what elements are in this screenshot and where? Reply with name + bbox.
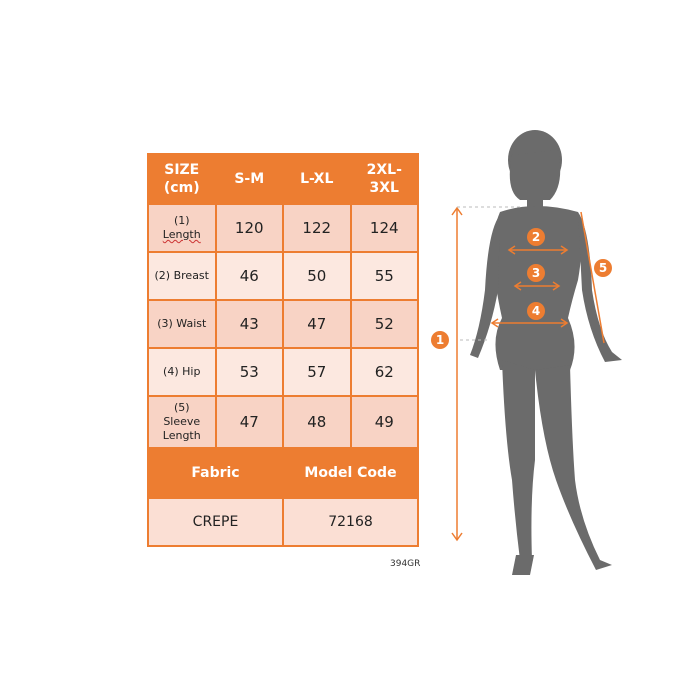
row-label: (3) Waist <box>147 299 217 349</box>
table-row: (1) Length 120 122 124 <box>147 203 419 253</box>
cell: 57 <box>282 347 352 397</box>
table-row: (2) Breast 46 50 55 <box>147 251 419 301</box>
marker-1-icon <box>431 331 449 349</box>
cell: 120 <box>214 203 284 253</box>
header-l-xl: L-XL <box>282 153 352 205</box>
table-row: (4) Hip 53 57 62 <box>147 347 419 397</box>
marker-1-label: 1 <box>436 333 444 347</box>
header-size: SIZE (cm) <box>147 153 217 205</box>
marker-2-icon <box>527 228 545 246</box>
marker-4-icon <box>527 302 545 320</box>
table-row: (3) Waist 43 47 52 <box>147 299 419 349</box>
cell: 43 <box>214 299 284 349</box>
row-label: (2) Breast <box>147 251 217 301</box>
cell: 46 <box>214 251 284 301</box>
header-2xl-3xl: 2XL-3XL <box>349 153 419 205</box>
cell: 47 <box>214 395 284 449</box>
row-label: (1) Length <box>147 203 217 253</box>
marker-badges <box>431 228 612 349</box>
marker-3-label: 3 <box>532 266 540 280</box>
cell: 124 <box>349 203 419 253</box>
cell: 49 <box>349 395 419 449</box>
marker-3-icon <box>527 264 545 282</box>
row-label: (4) Hip <box>147 347 217 397</box>
cell: 55 <box>349 251 419 301</box>
cell: 122 <box>282 203 352 253</box>
model-code-value: 72168 <box>282 497 419 547</box>
guide-lines <box>457 206 520 341</box>
fabric-header: Fabric <box>147 447 284 499</box>
marker-5-label: 5 <box>599 261 607 275</box>
cell: 52 <box>349 299 419 349</box>
cell: 53 <box>214 347 284 397</box>
marker-5-icon <box>594 259 612 277</box>
measurement-lines <box>451 206 605 542</box>
cell: 50 <box>282 251 352 301</box>
cell: 47 <box>282 299 352 349</box>
marker-2-label: 2 <box>532 230 540 244</box>
row-label: (5) Sleeve Length <box>147 395 217 449</box>
fabric-value: CREPE <box>147 497 284 547</box>
silhouette <box>470 130 622 575</box>
table-row: (5) Sleeve Length 47 48 49 <box>147 395 419 449</box>
cell: 48 <box>282 395 352 449</box>
marker-4-label: 4 <box>532 304 540 318</box>
header-s-m: S-M <box>214 153 284 205</box>
model-code-header: Model Code <box>282 447 419 499</box>
size-table: SIZE (cm) S-M L-XL 2XL-3XL (1) Length 120… <box>147 153 419 547</box>
product-code: 394GR <box>390 559 421 569</box>
cell: 62 <box>349 347 419 397</box>
